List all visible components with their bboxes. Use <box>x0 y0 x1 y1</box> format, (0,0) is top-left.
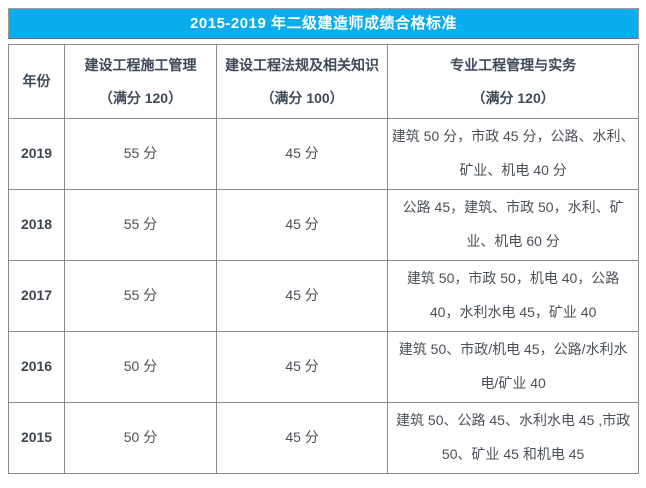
management-score-cell: 55 分 <box>64 260 217 332</box>
year-cell: 2017 <box>7 260 66 332</box>
law-score-cell: 45 分 <box>215 118 389 190</box>
practice-score-cell: 公路 45，建筑、市政 50，水利、矿业、机电 60 分 <box>387 189 639 261</box>
practice-score-cell: 建筑 50，市政 50，机电 40，公路 40，水利水电 45，矿业 40 <box>387 260 639 332</box>
table-row-2017: 2017 55 分 45 分 建筑 50，市政 50，机电 40，公路 40，水… <box>7 260 639 332</box>
practice-score-cell: 建筑 50、公路 45、水利水电 45 ,市政 50、矿业 45 和机电 45 <box>387 402 639 474</box>
column-header-law: 建设工程法规及相关知识 （满分 100） <box>215 44 389 119</box>
law-score-cell: 45 分 <box>215 331 389 403</box>
year-cell: 2016 <box>7 331 66 403</box>
practice-score-cell: 建筑 50、市政/机电 45，公路/水利水电/矿业 40 <box>387 331 639 403</box>
header-row: 年份 建设工程施工管理 （满分 120） 建设工程法规及相关知识 （满分 100… <box>7 44 639 119</box>
column-header-law-maxscore: （满分 100） <box>260 89 344 106</box>
table-row-2018: 2018 55 分 45 分 公路 45，建筑、市政 50，水利、矿业、机电 6… <box>7 189 639 261</box>
year-cell: 2015 <box>7 402 66 474</box>
column-header-management-maxscore: （满分 120） <box>98 89 183 106</box>
column-header-law-label: 建设工程法规及相关知识 <box>225 56 380 73</box>
table-row-2016: 2016 50 分 45 分 建筑 50、市政/机电 45，公路/水利水电/矿业… <box>7 331 639 403</box>
management-score-cell: 50 分 <box>64 402 217 474</box>
table-row-2019: 2019 55 分 45 分 建筑 50 分，市政 45 分，公路、水利、矿业、… <box>7 118 639 190</box>
year-cell: 2019 <box>7 118 66 190</box>
column-header-practice-label: 专业工程管理与实务 <box>450 56 577 73</box>
management-score-cell: 55 分 <box>64 118 217 190</box>
management-score-cell: 50 分 <box>64 331 217 403</box>
column-header-year: 年份 <box>7 44 66 119</box>
column-header-management: 建设工程施工管理 （满分 120） <box>64 44 217 119</box>
law-score-cell: 45 分 <box>215 189 389 261</box>
column-header-practice-maxscore: （满分 120） <box>471 89 555 106</box>
score-table-container: 2015-2019 年二级建造师成绩合格标准 年份 建设工程施工管理 （满分 1… <box>7 8 639 474</box>
year-cell: 2018 <box>7 189 66 261</box>
law-score-cell: 45 分 <box>215 402 389 474</box>
practice-score-cell: 建筑 50 分，市政 45 分，公路、水利、矿业、机电 40 分 <box>387 118 639 190</box>
score-table: 年份 建设工程施工管理 （满分 120） 建设工程法规及相关知识 （满分 100… <box>7 44 639 474</box>
column-header-year-label: 年份 <box>22 73 51 90</box>
law-score-cell: 45 分 <box>215 260 389 332</box>
management-score-cell: 55 分 <box>64 189 217 261</box>
table-row-2015: 2015 50 分 45 分 建筑 50、公路 45、水利水电 45 ,市政 5… <box>7 402 639 474</box>
column-header-management-label: 建设工程施工管理 <box>84 56 197 73</box>
table-title: 2015-2019 年二级建造师成绩合格标准 <box>8 8 639 39</box>
column-header-practice: 专业工程管理与实务 （满分 120） <box>387 44 639 119</box>
